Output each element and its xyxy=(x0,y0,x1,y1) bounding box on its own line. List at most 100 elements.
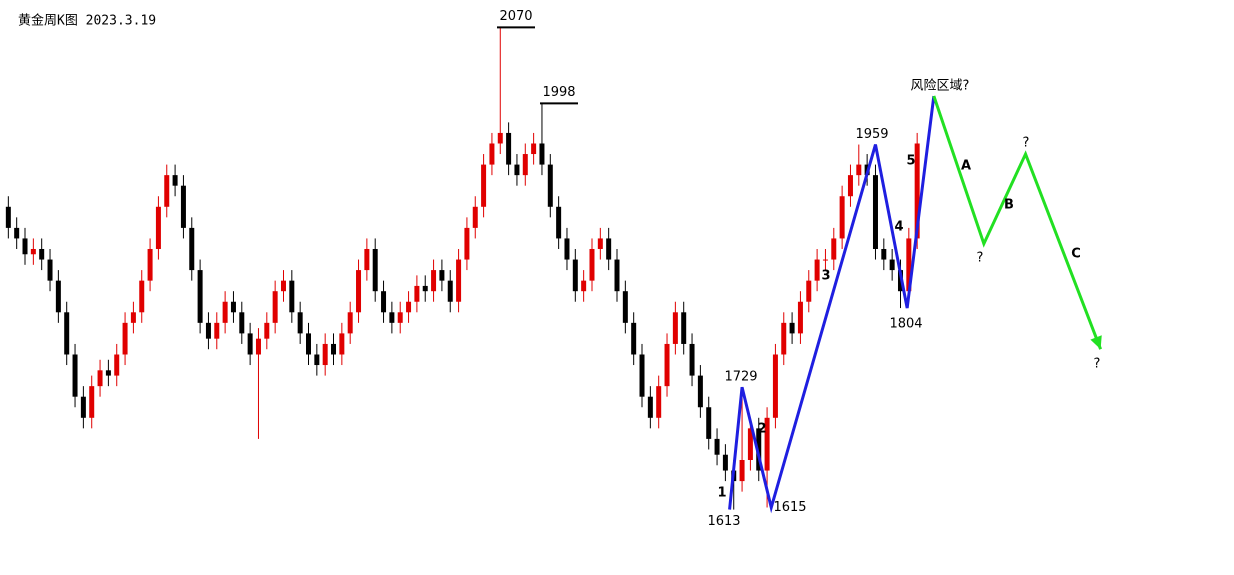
candle-body xyxy=(5,206,11,228)
candle-body xyxy=(664,343,670,387)
candle-body xyxy=(114,354,120,376)
candle-body xyxy=(789,322,795,334)
candle-body xyxy=(714,438,720,455)
candle-body xyxy=(797,301,803,334)
candle-body xyxy=(180,185,186,228)
candle-body xyxy=(772,354,778,418)
candle-body xyxy=(622,291,628,323)
candle-body xyxy=(697,375,703,408)
candle-body xyxy=(14,227,20,239)
candle-body xyxy=(556,206,562,239)
wave-label: C xyxy=(1071,247,1081,262)
arrow-head xyxy=(1090,335,1102,350)
price-label: 1804 xyxy=(889,317,922,332)
candle-body xyxy=(756,428,762,471)
candle-body xyxy=(306,333,311,355)
candle-body xyxy=(322,343,328,366)
candle-body xyxy=(289,280,295,313)
candle-body xyxy=(647,396,653,418)
candle-body xyxy=(472,206,478,228)
candle-body xyxy=(514,164,520,176)
candle-body xyxy=(205,322,211,339)
candle-body xyxy=(739,460,745,482)
candle-body xyxy=(464,227,470,260)
candle-body xyxy=(906,238,912,292)
candle-body xyxy=(856,164,862,176)
wave-label: 2 xyxy=(757,422,766,437)
candle-body xyxy=(839,196,845,239)
candle-body xyxy=(814,259,820,281)
candle-body xyxy=(689,343,695,376)
candle-body xyxy=(606,238,612,260)
candle-body xyxy=(506,132,512,165)
candle-body xyxy=(89,386,95,418)
candle-body xyxy=(239,312,245,334)
price-label: 1615 xyxy=(773,500,806,515)
candle-body xyxy=(172,175,178,186)
candle-body xyxy=(222,301,228,323)
candle-body xyxy=(22,238,28,255)
candle-body xyxy=(781,322,787,355)
candle-body xyxy=(581,280,587,292)
candle-body xyxy=(130,312,136,323)
candle-body xyxy=(447,280,453,302)
price-label: 2070 xyxy=(499,9,532,24)
candle-body xyxy=(497,132,503,144)
wave-label: 5 xyxy=(906,154,915,169)
candle-body xyxy=(255,338,261,355)
candle-body xyxy=(356,270,362,313)
candle-body xyxy=(872,175,878,249)
candle-body xyxy=(631,322,637,355)
candle-body xyxy=(122,322,128,355)
chart-title: 黄金周K图 2023.3.19 xyxy=(18,13,156,29)
candle-body xyxy=(439,270,445,281)
candle-body xyxy=(97,370,103,387)
candle-body xyxy=(672,312,678,344)
candle-body xyxy=(456,259,462,302)
candle-body xyxy=(230,301,236,313)
candle-body xyxy=(197,270,203,323)
candle-body xyxy=(105,370,111,376)
candle-body xyxy=(214,322,220,339)
candle-body xyxy=(72,354,78,397)
candle-body xyxy=(481,164,487,207)
risk-label: 风险区域? xyxy=(911,79,970,94)
candle-body xyxy=(30,248,36,255)
candle-body xyxy=(681,312,687,344)
candle-body xyxy=(822,259,828,261)
candle-body xyxy=(264,322,270,339)
candle-body xyxy=(155,206,161,249)
candle-body xyxy=(164,175,170,207)
question-mark: ? xyxy=(1023,136,1030,151)
candle-body xyxy=(539,143,545,165)
wave-label: 1 xyxy=(717,486,726,501)
candle-body xyxy=(414,285,420,302)
candle-body xyxy=(914,143,920,239)
candle-body xyxy=(706,407,712,439)
wave-label: A xyxy=(961,159,971,174)
projection-line xyxy=(932,95,1102,350)
candle-body xyxy=(297,312,303,334)
candle-body xyxy=(522,154,528,176)
candle-body xyxy=(80,396,86,418)
candle-body xyxy=(339,333,345,355)
candle-body xyxy=(656,386,662,418)
candle-body xyxy=(881,248,887,260)
candle-body xyxy=(747,428,753,460)
candle-body xyxy=(280,280,286,292)
candle-body xyxy=(39,248,45,260)
question-mark: ? xyxy=(977,251,984,266)
candle-body xyxy=(589,248,595,281)
candle-body xyxy=(314,354,320,366)
candle-body xyxy=(55,280,61,313)
candle-body xyxy=(564,238,570,260)
candle-body xyxy=(381,291,387,313)
candle-body xyxy=(422,285,428,292)
candle-body xyxy=(431,270,437,292)
candle-body xyxy=(639,354,645,397)
wave-label: 3 xyxy=(821,269,830,284)
candle-body xyxy=(47,259,53,281)
candle-body xyxy=(531,143,537,155)
candle-body xyxy=(147,248,153,281)
